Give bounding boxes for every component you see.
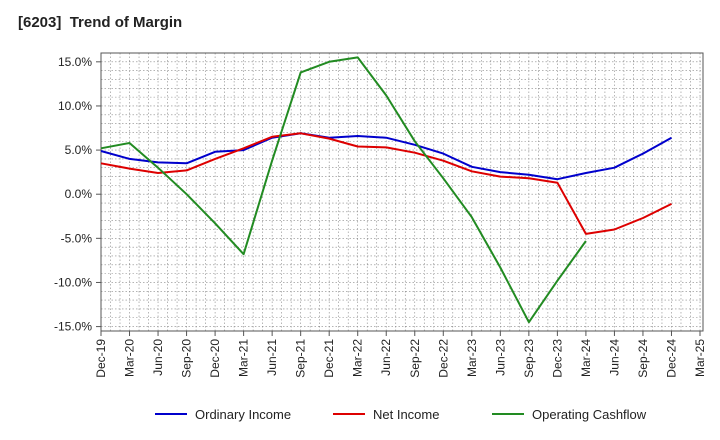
series-line-operating-cashflow: [100, 56, 587, 324]
x-tick-label: Mar-20: [123, 339, 137, 377]
x-tick-label: Dec-22: [436, 339, 450, 378]
legend-label: Operating Cashflow: [532, 407, 647, 422]
series-line-net-income: [100, 132, 672, 235]
x-tick-label: Dec-19: [94, 339, 108, 378]
x-tick-label: Jun-23: [493, 339, 507, 376]
x-tick-label: Jun-24: [607, 339, 621, 376]
x-tick-label: Mar-21: [237, 339, 251, 377]
x-tick-label: Jun-21: [265, 339, 279, 376]
y-tick-label: -5.0%: [61, 231, 93, 245]
x-tick-label: Sep-23: [522, 339, 536, 378]
series-line-ordinary-income: [100, 132, 672, 181]
y-tick-label: -10.0%: [54, 275, 92, 289]
x-tick-label: Dec-21: [322, 339, 336, 378]
legend: Ordinary Income Net Income Operating Cashf…: [155, 407, 647, 422]
x-tick-label: Sep-20: [180, 339, 194, 378]
x-tick-label: Mar-24: [579, 339, 593, 377]
y-axis: 15.0% 10.0% 5.0% 0.0% -5.0% -10.0% -15.0%: [54, 55, 101, 334]
x-tick-label: Sep-22: [408, 339, 422, 378]
plot-area: [100, 52, 704, 332]
series-lines: [100, 56, 672, 324]
x-tick-label: Dec-23: [550, 339, 564, 378]
x-tick-label: Sep-24: [636, 339, 650, 378]
y-tick-label: 0.0%: [65, 187, 93, 201]
grid-lines: [101, 52, 703, 331]
x-axis: Dec-19 Mar-20 Jun-20 Sep-20 Dec-20 Mar-21 Jun-…: [94, 331, 707, 378]
y-tick-label: -15.0%: [54, 320, 92, 334]
x-tick-label: Dec-20: [208, 339, 222, 378]
x-tick-label: Mar-23: [465, 339, 479, 377]
legend-label: Net Income: [373, 407, 439, 422]
x-tick-label: Dec-24: [664, 339, 678, 378]
x-tick-label: Sep-21: [294, 339, 308, 378]
y-tick-label: 5.0%: [65, 143, 93, 157]
x-tick-label: Jun-20: [151, 339, 165, 376]
x-tick-label: Mar-22: [351, 339, 365, 377]
x-tick-label: Mar-25: [693, 339, 707, 377]
y-tick-label: 10.0%: [58, 99, 92, 113]
y-tick-label: 15.0%: [58, 55, 92, 69]
x-tick-label: Jun-22: [379, 339, 393, 376]
chart-title: [6203] Trend of Margin: [18, 14, 183, 31]
legend-label: Ordinary Income: [195, 407, 291, 422]
